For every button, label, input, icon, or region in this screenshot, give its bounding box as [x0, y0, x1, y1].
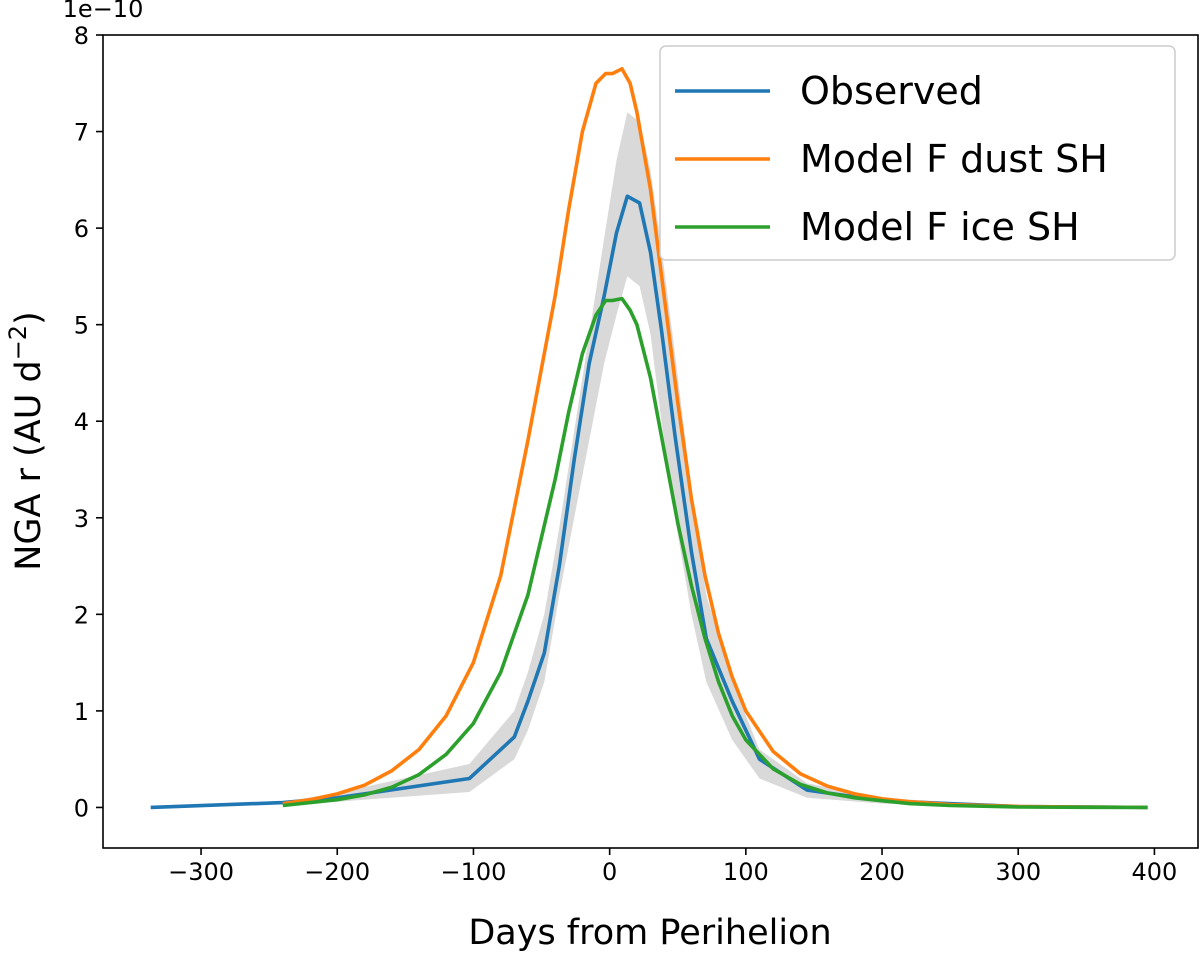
legend: Observed Model F dust SH Model F ice SH: [659, 45, 1176, 261]
legend-entries: Observed Model F dust SH Model F ice SH: [675, 69, 1108, 249]
y-tick-label: 8: [74, 22, 89, 50]
y-tick-label: 6: [74, 215, 89, 243]
y-tick-label: 0: [74, 794, 89, 822]
x-tick-label: −100: [440, 858, 506, 886]
y-ticks: 0 1 2 3 4 5 6 7 8: [74, 22, 103, 822]
y-offset-text: 1e−10: [63, 0, 144, 23]
legend-label-observed: Observed: [800, 69, 983, 113]
x-tick-label: 200: [859, 858, 905, 886]
y-axis-label: NGA r (AU d−2): [4, 311, 49, 571]
legend-label-model-f-dust-sh: Model F dust SH: [800, 137, 1108, 181]
y-axis-label-close: ): [9, 311, 49, 325]
x-ticks: −300 −200 −100 0 100 200 300 400: [168, 848, 1177, 886]
legend-label-model-f-ice-sh: Model F ice SH: [800, 205, 1080, 249]
series-layer: [150, 67, 1148, 810]
x-tick-label: 300: [995, 858, 1041, 886]
y-tick-label: 7: [74, 119, 89, 147]
axes-frame: [102, 34, 1199, 849]
series-line-observed: [150, 194, 1148, 810]
legend-frame: [659, 45, 1176, 261]
y-axis-label-main: NGA r (AU d: [9, 360, 49, 570]
series-line-model-f-dust-sh: [282, 67, 1148, 810]
x-tick-label: 400: [1132, 858, 1178, 886]
y-tick-label: 4: [74, 408, 89, 436]
y-tick-label: 2: [74, 601, 89, 629]
y-tick-label: 3: [74, 505, 89, 533]
y-tick-label: 5: [74, 312, 89, 340]
series-line-model-f-ice-sh: [282, 296, 1148, 810]
y-axis-label-exponent: −2: [4, 325, 32, 360]
plot-area: [150, 67, 1148, 810]
x-tick-label: −300: [168, 858, 234, 886]
y-tick-label: 1: [74, 698, 89, 726]
x-tick-label: 100: [723, 858, 769, 886]
x-tick-label: −200: [304, 858, 370, 886]
x-tick-label: 0: [602, 858, 617, 886]
x-axis-label: Days from Perihelion: [468, 913, 831, 953]
